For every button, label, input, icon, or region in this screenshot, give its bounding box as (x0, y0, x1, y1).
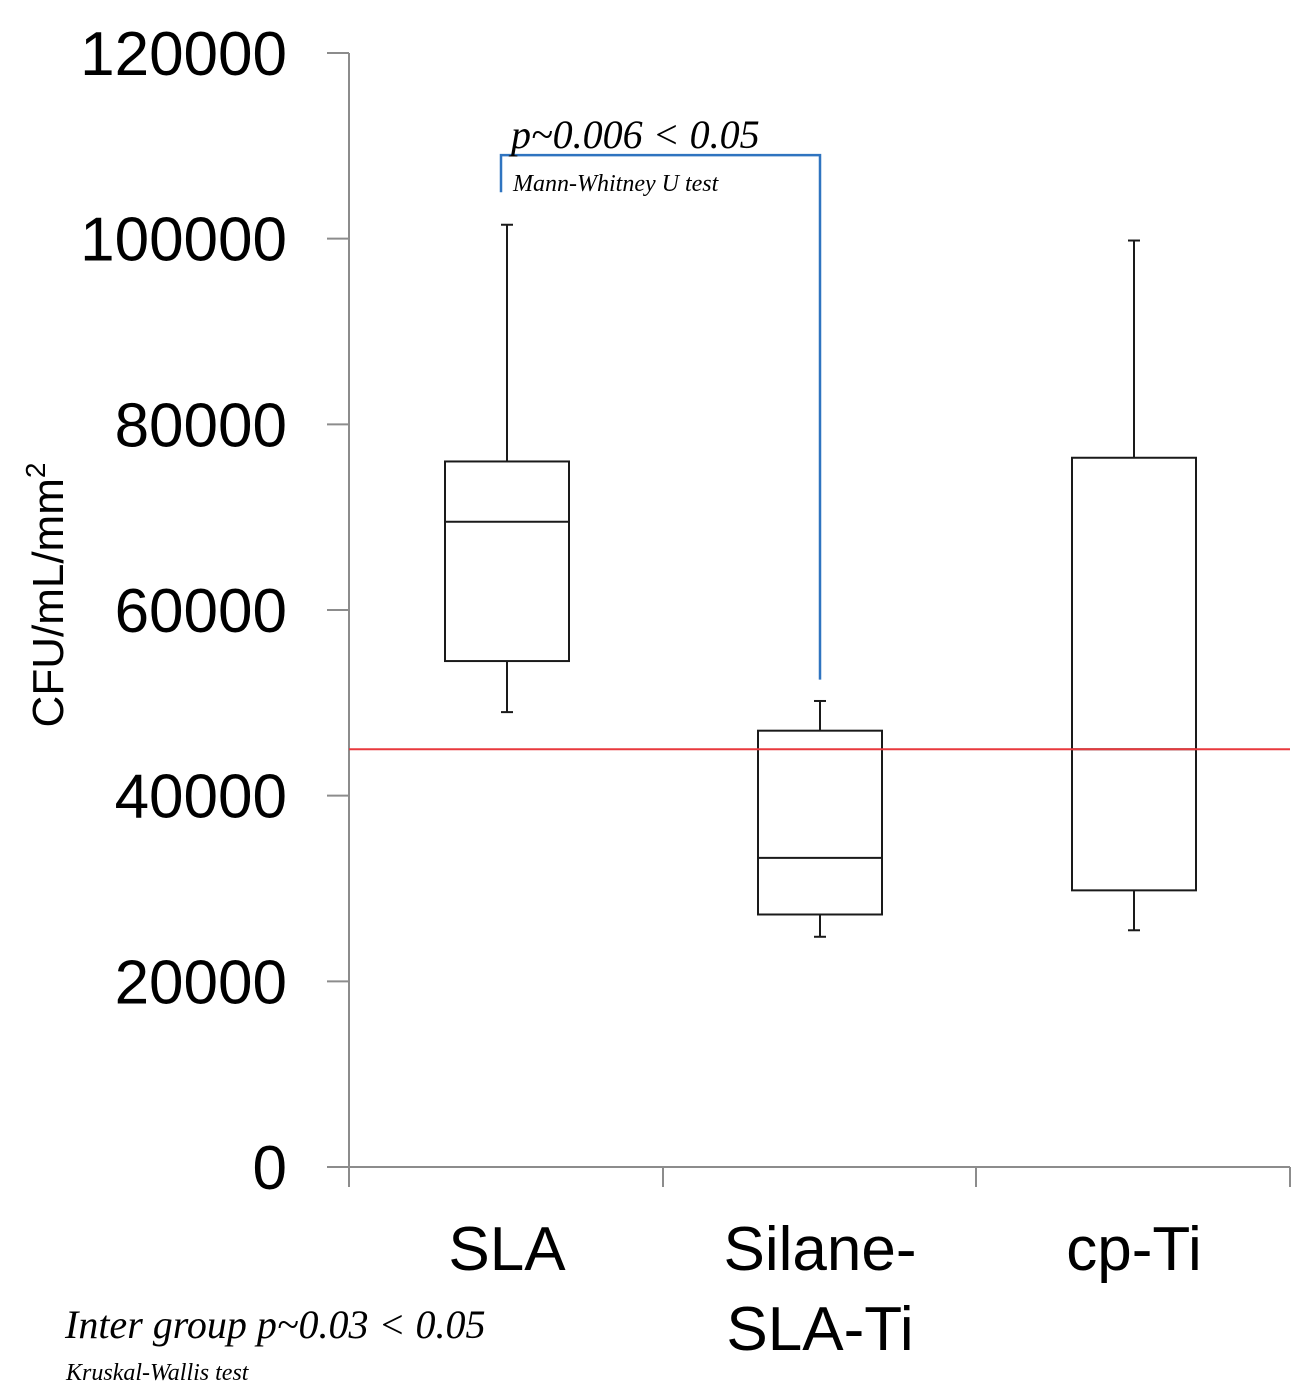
y-tick-label: 40000 (115, 763, 287, 832)
category-label: SLA-Ti (726, 1295, 913, 1364)
y-axis-label: CFU/mL/mm2 (20, 463, 73, 728)
box-iqr (444, 460, 570, 663)
annotation-p-value: p~0.006 < 0.05 (508, 112, 760, 157)
annotation-test-name: Mann-Whitney U test (512, 171, 720, 197)
y-tick-label: 0 (253, 1134, 287, 1203)
footer-test-name: Kruskal-Wallis test (65, 1360, 250, 1386)
box-silane-sla-ti (757, 699, 883, 938)
y-tick-label: 80000 (115, 391, 287, 460)
category-label: cp-Ti (1066, 1215, 1201, 1284)
y-tick-label: 120000 (80, 20, 287, 89)
footer-p-value: Inter group p~0.03 < 0.05 (64, 1302, 485, 1347)
category-label: Silane- (724, 1215, 917, 1284)
y-tick-label: 20000 (115, 948, 287, 1017)
category-label: SLA (448, 1215, 566, 1284)
box-cp-ti (1071, 239, 1197, 932)
box-sla (444, 223, 570, 714)
box-iqr (1071, 456, 1197, 892)
box-iqr (757, 729, 883, 916)
significance-bracket (499, 153, 822, 680)
y-tick-label: 60000 (115, 577, 287, 646)
y-tick-label: 100000 (80, 206, 287, 275)
plot-area: 0 20000 40000 60000 80000 100000 120000 SLA Sila… (80, 20, 1291, 1364)
